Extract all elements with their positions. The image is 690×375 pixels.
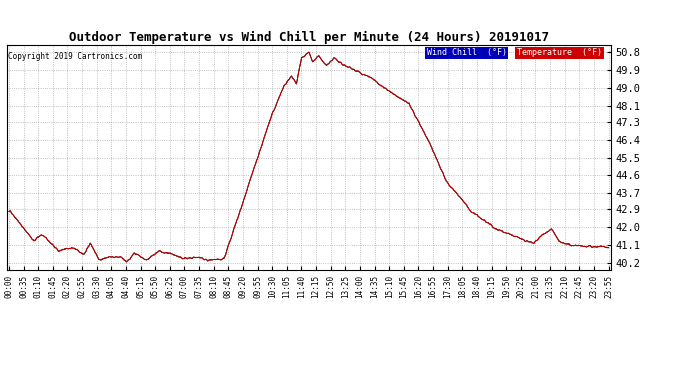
Title: Outdoor Temperature vs Wind Chill per Minute (24 Hours) 20191017: Outdoor Temperature vs Wind Chill per Mi…: [69, 31, 549, 44]
Text: Temperature  (°F): Temperature (°F): [517, 48, 602, 57]
Text: Wind Chill  (°F): Wind Chill (°F): [426, 48, 506, 57]
Text: Copyright 2019 Cartronics.com: Copyright 2019 Cartronics.com: [8, 52, 142, 61]
